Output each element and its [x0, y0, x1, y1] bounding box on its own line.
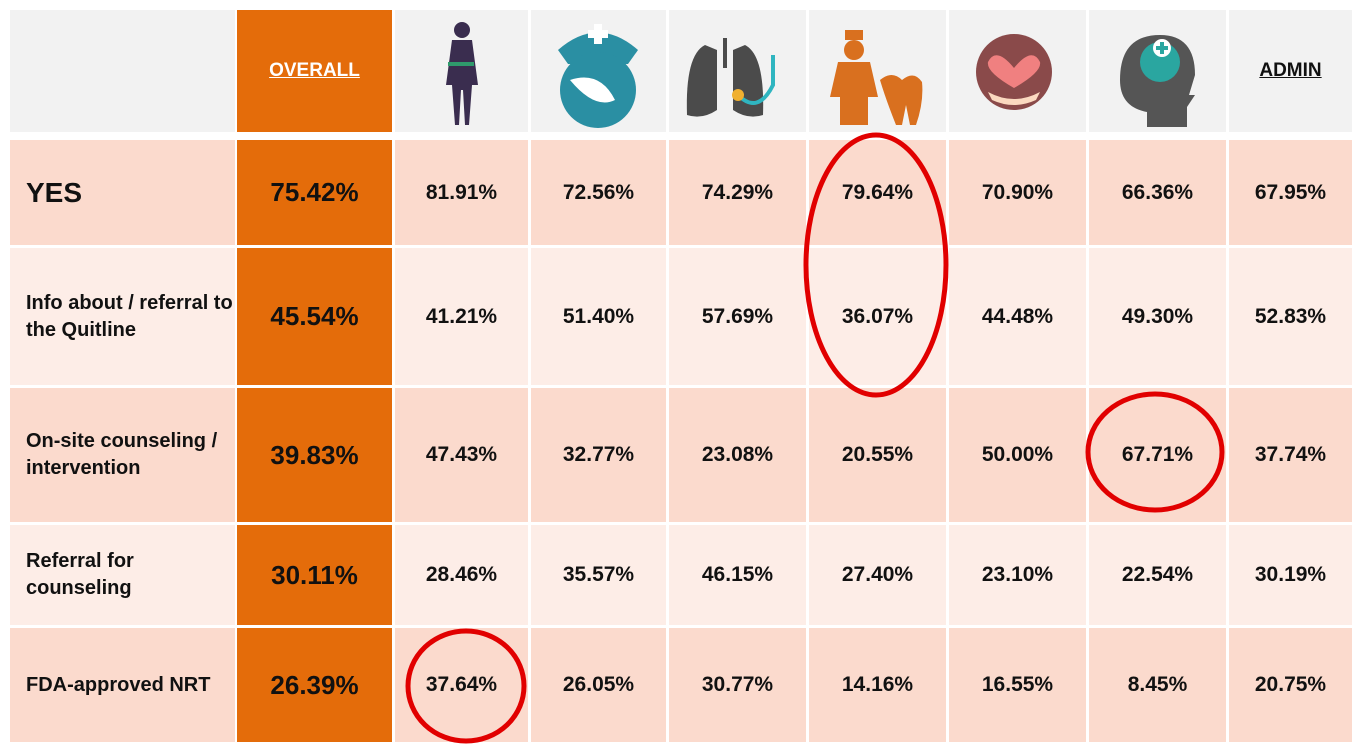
- table-cell: 39.83%: [237, 388, 392, 522]
- table-cell: 8.45%: [1089, 628, 1226, 742]
- column-header: ADMIN: [1229, 10, 1352, 132]
- row-label: FDA-approved NRT: [10, 628, 235, 742]
- table-cell: 16.55%: [949, 628, 1086, 742]
- table-cell: 23.08%: [669, 388, 806, 522]
- table-cell: 66.36%: [1089, 140, 1226, 245]
- table-cell: 81.91%: [395, 140, 528, 245]
- row-label: YES: [10, 140, 235, 245]
- table-cell: 26.39%: [237, 628, 392, 742]
- table-cell: 51.40%: [531, 248, 666, 385]
- column-header: [809, 10, 946, 132]
- table-cell: 67.71%: [1089, 388, 1226, 522]
- table-cell: 36.07%: [809, 248, 946, 385]
- table-cell: 50.00%: [949, 388, 1086, 522]
- table-cell: 37.64%: [395, 628, 528, 742]
- table-cell: 41.21%: [395, 248, 528, 385]
- table-cell: 72.56%: [531, 140, 666, 245]
- table-cell: 74.29%: [669, 140, 806, 245]
- table-cell: 45.54%: [237, 248, 392, 385]
- table-cell: 22.54%: [1089, 525, 1226, 625]
- table-cell: 26.05%: [531, 628, 666, 742]
- table-cell: 75.42%: [237, 140, 392, 245]
- row-label: Referral for counseling: [10, 525, 235, 625]
- column-header: [669, 10, 806, 132]
- table-cell: 67.95%: [1229, 140, 1352, 245]
- table-cell: 79.64%: [809, 140, 946, 245]
- table-cell: 47.43%: [395, 388, 528, 522]
- table-cell: 30.77%: [669, 628, 806, 742]
- table-cell: 35.57%: [531, 525, 666, 625]
- table-cell: 20.75%: [1229, 628, 1352, 742]
- column-header: [949, 10, 1086, 132]
- table-cell: 30.19%: [1229, 525, 1352, 625]
- table-cell: 27.40%: [809, 525, 946, 625]
- table-cell: 37.74%: [1229, 388, 1352, 522]
- row-label: On-site counseling / intervention: [10, 388, 235, 522]
- table-cell: 28.46%: [395, 525, 528, 625]
- table-cell: 70.90%: [949, 140, 1086, 245]
- column-header: [531, 10, 666, 132]
- column-header: OVERALL: [237, 10, 392, 132]
- column-header: [1089, 10, 1226, 132]
- row-label: Info about / referral to the Quitline: [10, 248, 235, 385]
- table-cell: 49.30%: [1089, 248, 1226, 385]
- table-cell: 32.77%: [531, 388, 666, 522]
- column-header: [395, 10, 528, 132]
- table-cell: 23.10%: [949, 525, 1086, 625]
- table-cell: 46.15%: [669, 525, 806, 625]
- column-header: [10, 10, 235, 132]
- table-cell: 20.55%: [809, 388, 946, 522]
- table-cell: 52.83%: [1229, 248, 1352, 385]
- table-cell: 30.11%: [237, 525, 392, 625]
- table-cell: 57.69%: [669, 248, 806, 385]
- table-cell: 44.48%: [949, 248, 1086, 385]
- table-cell: 14.16%: [809, 628, 946, 742]
